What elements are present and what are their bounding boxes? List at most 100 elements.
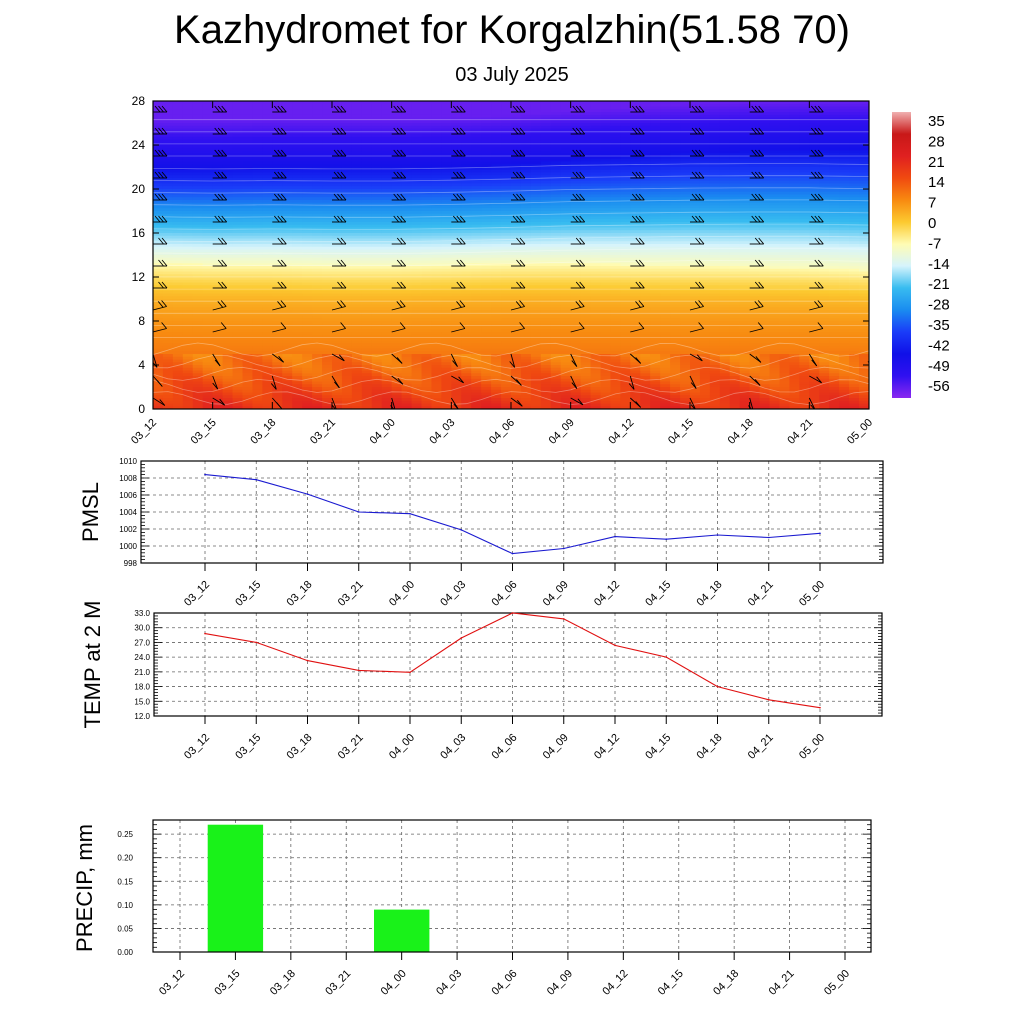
heatmap-cell (481, 158, 492, 163)
heatmap-cell (411, 299, 423, 303)
heatmap-cell (153, 398, 164, 402)
heatmap-cell (361, 249, 373, 253)
heatmap-cell (172, 191, 184, 196)
heatmap-cell (192, 359, 204, 363)
heatmap-cell (590, 238, 602, 242)
heatmap-cell (471, 131, 482, 135)
heatmap-cell (401, 304, 413, 308)
heatmap-cell (182, 323, 194, 328)
heatmap-cell (431, 271, 442, 275)
heatmap-cell (272, 293, 283, 297)
heatmap-cell (411, 252, 423, 256)
heatmap-cell (252, 158, 263, 163)
heatmap-cell (391, 208, 403, 212)
heatmap-cell (580, 158, 592, 163)
heatmap-cell (292, 365, 303, 369)
heatmap-cell (192, 208, 204, 212)
heatmap-cell (441, 178, 452, 182)
heatmap-cell (570, 139, 582, 143)
heatmap-cell (282, 109, 293, 113)
heatmap-cell (262, 348, 273, 352)
heatmap-cell (202, 123, 214, 127)
heatmap-cell (471, 158, 482, 163)
heatmap-cell (322, 348, 333, 352)
heatmap-cell (332, 354, 343, 358)
heatmap-cell (441, 334, 452, 339)
heatmap-cell (520, 150, 532, 154)
heatmap-cell (570, 230, 582, 234)
heatmap-cell (441, 387, 452, 391)
heatmap-cell (332, 304, 343, 308)
heatmap-cell (381, 238, 393, 242)
heatmap-cell (421, 266, 433, 270)
heatmap-cell (252, 315, 263, 319)
heatmap-cell (381, 109, 393, 113)
heatmap-cell (530, 136, 542, 141)
heatmap-cell (192, 145, 204, 149)
heatmap-cell (282, 246, 293, 251)
heatmap-cell (520, 263, 532, 267)
heatmap-cell (550, 125, 562, 130)
heatmap-cell (242, 326, 254, 330)
heatmap-cell (153, 293, 164, 297)
heatmap-cell (481, 389, 492, 394)
heatmap-cell (361, 340, 373, 344)
heatmap-cell (540, 367, 552, 372)
heatmap-cell (441, 197, 452, 201)
heatmap-cell (381, 227, 393, 231)
heatmap-cell (242, 257, 254, 262)
heatmap-cell (421, 332, 433, 336)
heatmap-cell (441, 293, 452, 297)
heatmap-cell (580, 373, 592, 377)
heatmap-cell (312, 359, 323, 363)
heatmap-cell (530, 268, 542, 273)
heatmap-cell (451, 230, 462, 234)
heatmap-cell (153, 406, 164, 409)
heatmap-cell (570, 312, 582, 317)
heatmap-cell (421, 120, 433, 124)
heatmap-cell (590, 211, 602, 215)
heatmap-cell (421, 255, 433, 259)
heatmap-cell (550, 263, 562, 267)
heatmap-cell (371, 260, 383, 264)
heatmap-cell (401, 370, 413, 374)
heatmap-cell (302, 376, 313, 380)
heatmap-cell (202, 277, 214, 281)
heatmap-cell (501, 395, 512, 399)
heatmap-cell (242, 202, 254, 207)
heatmap-cell (252, 197, 263, 201)
heatmap-cell (302, 131, 313, 135)
heatmap-cell (312, 241, 323, 245)
heatmap-cell (202, 156, 214, 160)
heatmap-cell (242, 153, 254, 157)
heatmap-cell (481, 106, 492, 110)
heatmap-cell (212, 134, 224, 138)
heatmap-cell (401, 356, 413, 361)
heatmap-cell (302, 238, 313, 242)
heatmap-cell (491, 321, 502, 325)
heatmap-cell (351, 249, 363, 253)
heatmap-cell (341, 233, 353, 237)
heatmap-cell (341, 145, 353, 149)
heatmap-cell (242, 222, 254, 226)
heatmap-cell (520, 376, 532, 380)
heatmap-cell (302, 307, 313, 311)
heatmap-cell (252, 167, 263, 171)
heatmap-cell (481, 109, 492, 113)
heatmap-cell (461, 112, 472, 116)
heatmap-cell (272, 249, 283, 253)
heatmap-cell (322, 296, 333, 300)
heatmap-cell (520, 318, 532, 322)
heatmap-cell (501, 167, 512, 171)
heatmap-cell (302, 356, 313, 361)
heatmap-cell (292, 329, 303, 333)
heatmap-cell (560, 359, 572, 363)
heatmap-cell (242, 312, 254, 317)
heatmap-cell (312, 376, 323, 380)
heatmap-cell (560, 222, 572, 226)
heatmap-cell (451, 279, 462, 284)
heatmap-cell (232, 112, 244, 116)
heatmap-cell (153, 123, 164, 127)
heatmap-cell (530, 329, 542, 333)
heatmap-cell (491, 345, 502, 350)
